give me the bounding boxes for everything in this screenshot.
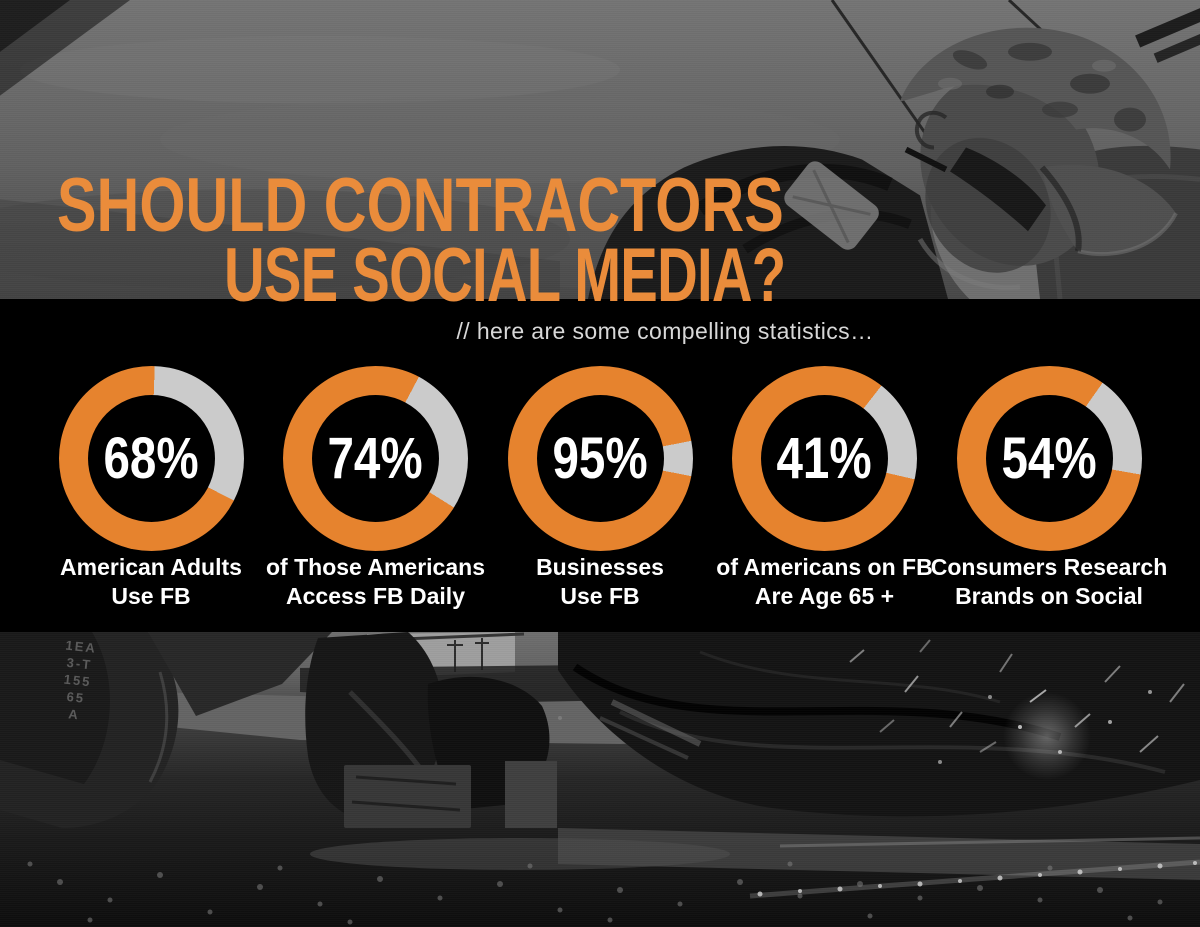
title-line1: SHOULD CONTRACTORS (57, 163, 784, 248)
stat-value-wrap: 41% (732, 366, 917, 551)
stat-item-american-adults: 68% American Adults Use FB (39, 366, 263, 611)
stat-caption: American Adults Use FB (60, 553, 242, 611)
stat-item-research-brands: 54% Consumers Research Brands on Social (931, 366, 1167, 611)
stat-caption: Consumers Research Brands on Social (931, 553, 1168, 611)
stat-value-wrap: 74% (283, 366, 468, 551)
stat-caption: Businesses Use FB (536, 553, 664, 611)
stat-caption-line: of Americans on FB (716, 554, 933, 580)
stat-value: 95% (552, 425, 648, 491)
title-line2: USE SOCIAL MEDIA? (224, 233, 786, 318)
photo-top-worker (0, 0, 1200, 299)
lens-flare (1003, 692, 1091, 780)
donut-chart-95-percent: 95% (507, 366, 693, 551)
donut-chart-68-percent: 68% (58, 366, 244, 551)
stat-value: 68% (103, 425, 199, 491)
donut-chart-41-percent: 41% (732, 366, 917, 551)
field-speckle (558, 716, 562, 720)
stat-caption-line: Use FB (560, 583, 640, 609)
stat-caption-line: Businesses (536, 554, 664, 580)
spark-dots (938, 690, 1152, 764)
block-texture (351, 800, 461, 812)
cloud-streak (0, 189, 570, 290)
stat-value: 54% (1001, 425, 1097, 491)
donut-chart-74-percent: 74% (283, 366, 468, 551)
safety-glasses (950, 147, 1046, 232)
sky-lower-shading (0, 199, 560, 299)
cloud-streak (160, 95, 840, 184)
blade-guard-highlight (599, 716, 689, 760)
photo-top-illustration (0, 0, 1200, 299)
bucket-stamp-line: 155 (63, 671, 93, 690)
utility-crossarm (1135, 3, 1200, 63)
camo-spot (1092, 59, 1116, 72)
stat-caption-line: Access FB Daily (286, 583, 465, 609)
glasses-temple (904, 146, 948, 173)
concrete-slab (505, 761, 557, 828)
chin-rim-light (917, 237, 1021, 291)
stat-item-age-65: 41% of Americans on FB Are Age 65 + (713, 366, 937, 611)
camo-blotch (1042, 101, 1078, 118)
machine-cable (572, 663, 1062, 741)
stat-caption-line: Are Age 65 + (754, 583, 895, 609)
donut-chart-54-percent: 54% (956, 366, 1142, 551)
camo-blotch (952, 50, 988, 70)
cloud-streak (20, 35, 620, 104)
machine-cable (699, 650, 1001, 704)
stat-caption-line: Brands on Social (955, 583, 1143, 609)
stat-value-wrap: 54% (957, 366, 1142, 551)
vest-strap (696, 163, 893, 216)
gravel-ridge-streak (749, 859, 1200, 899)
camo-blotch (1008, 42, 1052, 61)
stats-row: 68% American Adults Use FB 74% of Those … (39, 366, 1167, 611)
camo-spot (938, 77, 962, 90)
bucket-stamp-line: A (67, 706, 81, 723)
bright-gravel-ridge (757, 861, 1197, 897)
concrete-block (344, 765, 471, 828)
block-texture (355, 775, 457, 786)
camo-blotch (1114, 107, 1146, 132)
stat-caption-line: of Those Americans (266, 554, 485, 580)
stat-item-businesses: 95% Businesses Use FB (488, 366, 712, 611)
stat-caption-line: American Adults (60, 554, 242, 580)
ear (915, 110, 948, 150)
concrete-edge-band (558, 828, 1200, 880)
stat-value-wrap: 68% (59, 366, 244, 551)
vest-panel (784, 161, 879, 250)
excavator-bucket-shadow (0, 632, 110, 784)
bucket-edge-highlight (148, 671, 169, 783)
brim-edge-highlight (1077, 212, 1178, 257)
camo-blotch (986, 84, 1014, 99)
photo-bottom-construction: 1EA 3-T 155 65 A (0, 632, 1200, 927)
excavator-arm (148, 632, 332, 716)
concrete-edge-highlight (779, 836, 1200, 848)
gravel-speckles (27, 861, 1163, 925)
stat-value: 41% (776, 425, 873, 491)
stat-caption-line: Consumers Research (930, 554, 1168, 580)
subtitle: // here are some compelling statistics… (456, 318, 874, 344)
camo-blotch (1070, 73, 1110, 94)
stat-caption: of Those Americans Access FB Daily (266, 553, 485, 611)
stat-value-wrap: 95% (508, 366, 693, 551)
sparks (849, 639, 1185, 753)
stat-value: 74% (327, 425, 424, 491)
stat-caption-line: Use FB (111, 583, 191, 609)
stat-item-access-daily: 74% of Those Americans Access FB Daily (264, 366, 488, 611)
stat-caption: of Americans on FB Are Age 65 + (716, 553, 932, 611)
worker-back (588, 146, 948, 299)
brim-underside (1039, 165, 1082, 252)
blade-guard-highlight (610, 699, 702, 747)
photo-bottom-illustration (0, 632, 1200, 927)
